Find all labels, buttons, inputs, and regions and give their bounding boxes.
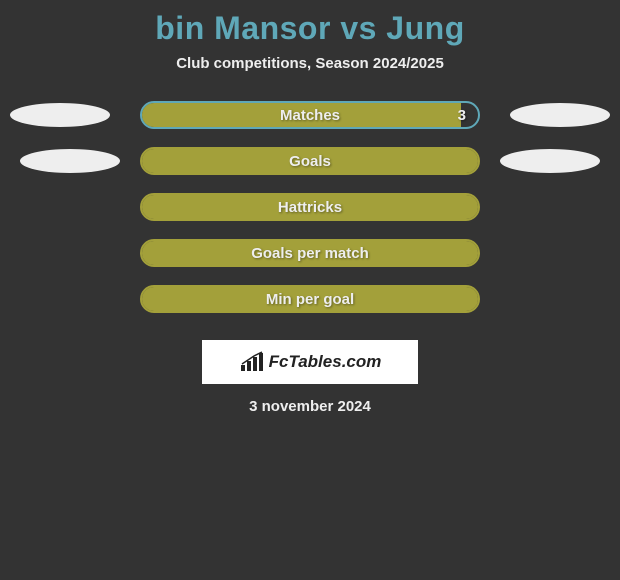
bar-value: 3 bbox=[458, 107, 466, 124]
stat-bar: Hattricks bbox=[140, 193, 480, 221]
right-ellipse bbox=[510, 103, 610, 127]
comparison-infographic: bin Mansor vs Jung Club competitions, Se… bbox=[0, 0, 620, 415]
logo-box: FcTables.com bbox=[202, 340, 418, 384]
left-ellipse bbox=[10, 103, 110, 127]
bar-label: Matches bbox=[142, 107, 478, 124]
bar-label: Hattricks bbox=[142, 199, 478, 216]
stat-bar: Matches3 bbox=[140, 101, 480, 129]
stat-row: Min per goal bbox=[0, 276, 620, 322]
stat-rows: Matches3 Goals Hattricks Goals per match Min… bbox=[0, 92, 620, 322]
stat-row: Goals per match bbox=[0, 230, 620, 276]
stat-bar: Min per goal bbox=[140, 285, 480, 313]
stat-row: Hattricks bbox=[0, 184, 620, 230]
date-text: 3 november 2024 bbox=[0, 398, 620, 415]
bar-label: Min per goal bbox=[142, 291, 478, 308]
stat-row: Goals bbox=[0, 138, 620, 184]
logo-text: FcTables.com bbox=[269, 352, 382, 372]
bar-label: Goals bbox=[142, 153, 478, 170]
page-title: bin Mansor vs Jung bbox=[0, 0, 620, 55]
bars-icon bbox=[239, 351, 265, 373]
right-ellipse bbox=[500, 149, 600, 173]
subtitle: Club competitions, Season 2024/2025 bbox=[0, 55, 620, 92]
bar-label: Goals per match bbox=[142, 245, 478, 262]
stat-row: Matches3 bbox=[0, 92, 620, 138]
left-ellipse bbox=[20, 149, 120, 173]
stat-bar: Goals bbox=[140, 147, 480, 175]
stat-bar: Goals per match bbox=[140, 239, 480, 267]
logo: FcTables.com bbox=[239, 351, 382, 373]
